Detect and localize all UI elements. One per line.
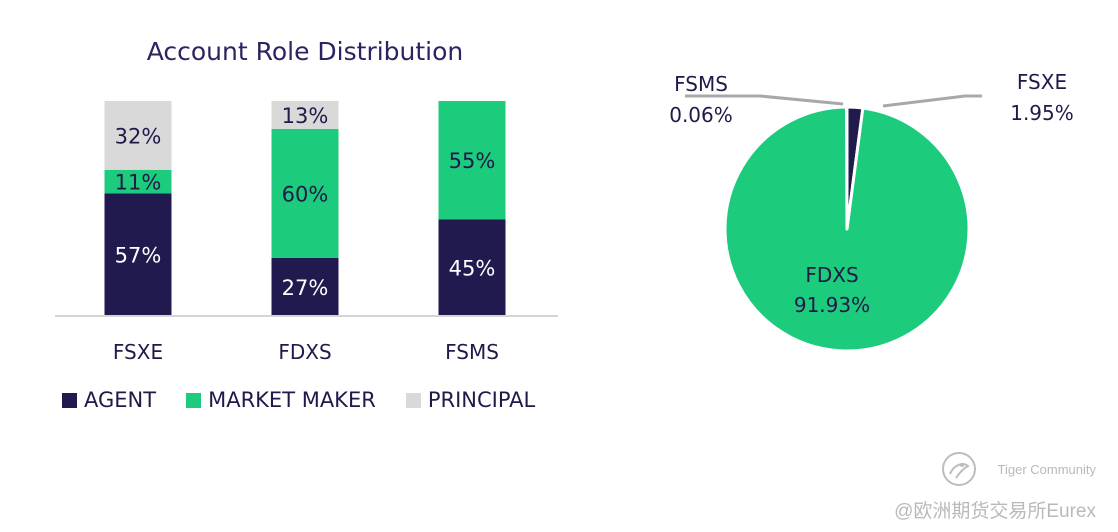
pie-label-fdxs-name: FDXS bbox=[805, 263, 858, 287]
watermark-handle: @欧洲期货交易所Eurex bbox=[894, 501, 1096, 522]
data-label-fsxe-market-maker: 11% bbox=[115, 171, 162, 195]
legend-item-principal: PRINCIPAL bbox=[405, 388, 536, 412]
bar-segment-fsxe-principal bbox=[104, 101, 172, 170]
pie-label-fsxe-name: FSXE bbox=[1017, 70, 1067, 94]
data-label-fsms-agent: 45% bbox=[449, 257, 496, 281]
legend-label-agent: AGENT bbox=[84, 388, 157, 412]
data-label-fdxs-principal: 13% bbox=[282, 104, 329, 128]
bar-segment-fdxs-agent bbox=[271, 257, 339, 316]
legend-swatch-principal bbox=[405, 392, 421, 408]
legend-label-market-maker: MARKET MAKER bbox=[208, 388, 376, 412]
bar-segment-fsxe-market-maker bbox=[104, 169, 172, 194]
data-label-fdxs-agent: 27% bbox=[282, 276, 329, 300]
bar-segment-fsxe-agent bbox=[104, 193, 172, 316]
data-label-fsxe-principal: 32% bbox=[115, 124, 162, 148]
leader-line-fsxe bbox=[882, 94, 982, 108]
x-tick-label-fsms: FSMS bbox=[445, 340, 499, 364]
bar-segment-fsms-market-maker bbox=[438, 101, 506, 220]
bar-segment-fsms-agent bbox=[438, 219, 506, 316]
pie-label-fsms-name: FSMS bbox=[674, 72, 728, 96]
bar-segment-fdxs-principal bbox=[271, 101, 339, 129]
stacked-bar-chart: Account Role Distribution 57% 11% 32% 27% 60… bbox=[55, 37, 558, 364]
data-label-fsms-market-maker: 55% bbox=[449, 149, 496, 173]
pie-chart: FSMS 0.06% FSXE 1.95% FDXS 91.93% bbox=[669, 70, 1074, 353]
tiger-community-logo-icon bbox=[942, 452, 976, 486]
x-tick-label-fsxe: FSXE bbox=[113, 340, 163, 364]
legend-swatch-market-maker bbox=[186, 392, 202, 408]
pie-label-fsms-value: 0.06% bbox=[669, 103, 733, 127]
chart-title: Account Role Distribution bbox=[147, 37, 464, 66]
x-tick-label-fdxs: FDXS bbox=[278, 340, 331, 364]
data-label-fsxe-agent: 57% bbox=[115, 244, 162, 268]
watermark-brand: Tiger Community bbox=[997, 462, 1096, 477]
watermark: Tiger Community @欧洲期货交易所Eurex bbox=[836, 448, 1096, 528]
data-label-fdxs-market-maker: 60% bbox=[282, 182, 329, 206]
legend-item-market-maker: MARKET MAKER bbox=[186, 388, 376, 412]
pie-label-fsxe-value: 1.95% bbox=[1010, 101, 1074, 125]
chart-legend: AGENT MARKET MAKER PRINCIPAL bbox=[62, 388, 565, 412]
legend-swatch-agent bbox=[62, 392, 77, 408]
legend-item-agent: AGENT bbox=[62, 388, 156, 412]
legend-label-principal: PRINCIPAL bbox=[427, 388, 536, 412]
leader-line-fsms bbox=[685, 94, 844, 106]
pie-label-fdxs-value: 91.93% bbox=[794, 293, 870, 317]
bar-segment-fdxs-market-maker bbox=[271, 128, 339, 258]
